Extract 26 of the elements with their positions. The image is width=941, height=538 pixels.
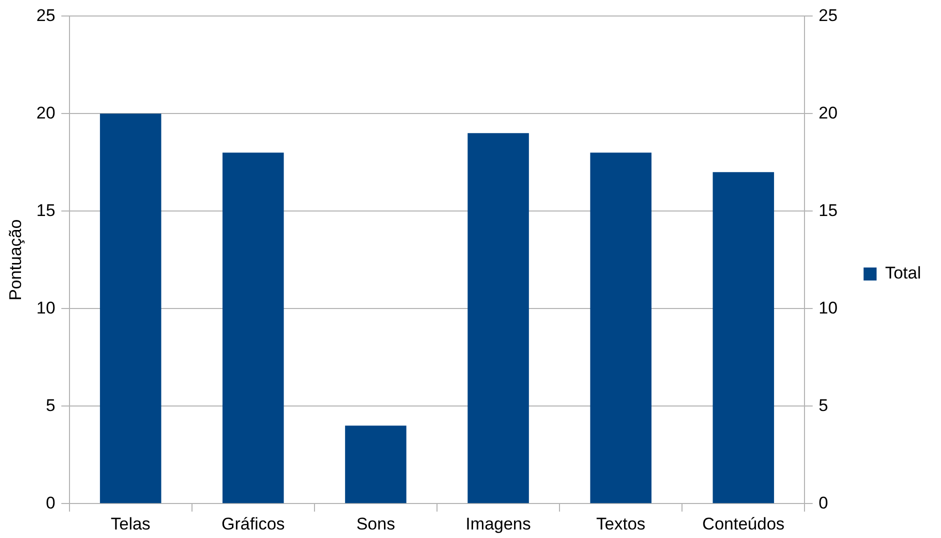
y2-tick-label: 25 xyxy=(818,6,838,25)
bar xyxy=(222,152,284,504)
bar xyxy=(100,114,162,504)
x-tick-label: Sons xyxy=(356,514,396,534)
x-tick-label: Conteúdos xyxy=(702,514,785,534)
y2-tick-label: 0 xyxy=(818,493,828,512)
x-tick-label: Telas xyxy=(110,514,150,534)
bar xyxy=(468,133,529,504)
y-tick-label: 20 xyxy=(36,103,56,122)
y2-tick-label: 5 xyxy=(818,396,828,415)
y-axis-title: Pontuação xyxy=(6,219,25,301)
bar xyxy=(345,426,406,504)
y-tick-label: 10 xyxy=(36,298,56,318)
bar xyxy=(712,172,774,504)
x-tick-label: Gráficos xyxy=(222,514,285,534)
x-tick-label: Imagens xyxy=(466,514,531,534)
bar xyxy=(590,152,652,504)
y2-tick-label: 10 xyxy=(818,298,838,318)
y-tick-label: 25 xyxy=(36,6,56,25)
y-tick-label: 15 xyxy=(36,200,56,220)
legend-label: Total xyxy=(885,264,922,283)
y2-tick-label: 15 xyxy=(818,200,838,220)
x-tick-label: Textos xyxy=(596,514,646,534)
y-tick-label: 0 xyxy=(46,493,56,512)
y2-tick-label: 20 xyxy=(818,103,838,122)
y-tick-label: 5 xyxy=(46,396,56,415)
